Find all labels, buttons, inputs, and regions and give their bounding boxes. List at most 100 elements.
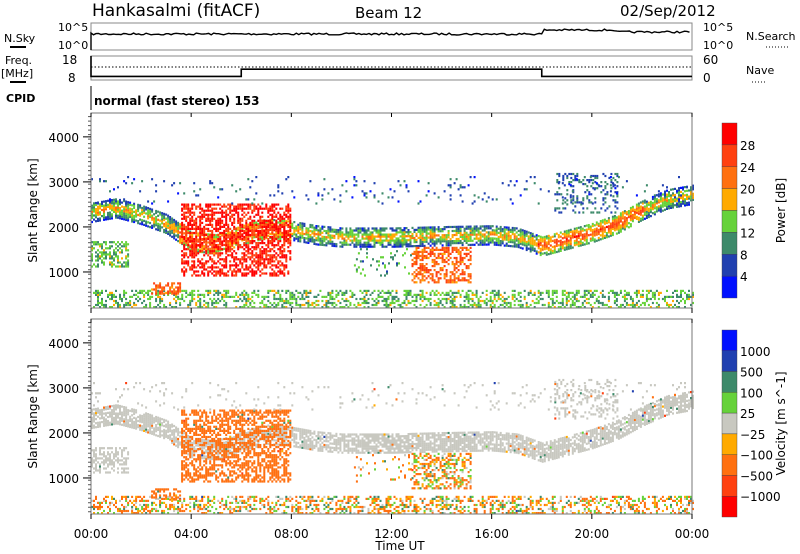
echo-cell — [595, 289, 598, 292]
echo-cell — [221, 231, 224, 235]
echo-cell — [475, 303, 478, 307]
echo-cell — [99, 203, 101, 206]
echo-cell — [239, 270, 242, 273]
echo-cell — [299, 238, 302, 241]
echo-cell — [513, 245, 516, 248]
echo-cell — [125, 210, 128, 213]
echo-cell — [499, 231, 502, 235]
echo-cell — [273, 250, 276, 253]
echo-cell — [283, 266, 286, 269]
echo-cell — [171, 223, 174, 226]
echo-cell — [411, 226, 414, 229]
echo-cell — [376, 268, 378, 271]
echo-cell — [349, 295, 352, 298]
echo-cell — [403, 229, 406, 232]
echo-cell — [431, 230, 434, 233]
echo-cell — [465, 297, 468, 301]
echo-cell — [257, 229, 260, 233]
echo-cell — [317, 229, 320, 232]
echo-cell — [305, 231, 308, 234]
echo-cell — [289, 225, 292, 228]
echo-cell — [563, 293, 566, 296]
echo-cell — [413, 245, 416, 248]
echo-cell — [305, 289, 308, 292]
echo-cell — [603, 234, 606, 237]
echo-cell — [147, 297, 150, 301]
echo-cell — [241, 246, 244, 249]
echo-cell — [635, 207, 638, 210]
echo-cell — [125, 212, 128, 215]
echo-cell — [139, 289, 142, 292]
echo-cell — [477, 299, 480, 303]
echo-cell — [641, 295, 644, 298]
echo-cell — [251, 291, 254, 294]
echo-cell — [225, 289, 228, 292]
echo-cell — [289, 242, 292, 245]
echo-cell — [195, 223, 198, 226]
echo-cell — [664, 204, 666, 207]
echo-cell — [127, 263, 130, 266]
echo-cell — [159, 306, 162, 309]
echo-cell — [421, 242, 424, 245]
echo-cell — [259, 205, 262, 208]
echo-cell — [283, 264, 286, 267]
echo-cell — [637, 212, 640, 215]
echo-cell — [625, 211, 628, 214]
echo-cell — [439, 256, 442, 260]
echo-cell — [323, 240, 326, 243]
echo-cell — [167, 290, 170, 293]
echo-cell — [357, 231, 360, 234]
echo-cell — [229, 243, 232, 246]
echo-cell — [487, 241, 490, 244]
echo-cell — [443, 238, 446, 241]
echo-cell — [363, 237, 366, 240]
echo-cell — [439, 248, 442, 251]
echo-cell — [439, 269, 442, 272]
echo-cell — [561, 245, 564, 248]
echo-cell — [261, 219, 264, 222]
echo-cell — [649, 204, 652, 208]
echo-cell — [283, 306, 286, 309]
echo-cell — [505, 301, 508, 305]
echo-cell — [621, 215, 624, 218]
echo-cell — [547, 303, 550, 307]
echo-cell — [123, 303, 126, 307]
echo-cell — [631, 297, 634, 301]
echo-cell — [511, 297, 514, 301]
echo-cell — [455, 237, 458, 241]
echo-cell — [595, 227, 598, 230]
echo-cell — [471, 229, 474, 232]
echo-cell — [237, 268, 240, 271]
echo-cell — [655, 198, 658, 201]
echo-cell — [613, 229, 616, 232]
echo-cell — [277, 231, 280, 235]
echo-cell — [267, 225, 270, 228]
echo-cell — [445, 240, 448, 243]
echo-cell — [155, 293, 158, 296]
echo-cell — [261, 215, 264, 218]
echo-cell — [213, 213, 216, 216]
echo-cell — [209, 221, 212, 224]
echo-cell — [237, 203, 240, 206]
echo-cell — [519, 228, 522, 231]
echo-cell — [111, 201, 113, 204]
echo-cell — [197, 270, 200, 273]
echo-cell — [289, 235, 292, 239]
echo-cell — [541, 246, 544, 249]
echo-cell — [207, 293, 210, 296]
echo-cell — [575, 306, 578, 309]
echo-cell — [529, 291, 532, 294]
echo-cell — [213, 254, 216, 257]
echo-cell — [535, 236, 538, 239]
echo-cell — [275, 266, 278, 269]
echo-cell — [603, 218, 606, 221]
echo-cell — [443, 240, 446, 243]
echo-cell — [269, 306, 272, 309]
echo-cell — [655, 202, 658, 205]
echo-cell — [191, 297, 194, 301]
echo-cell — [353, 229, 356, 232]
echo-cell — [651, 208, 654, 211]
echo-cell — [129, 201, 132, 204]
echo-cell — [649, 306, 652, 309]
echo-cell — [381, 227, 384, 230]
